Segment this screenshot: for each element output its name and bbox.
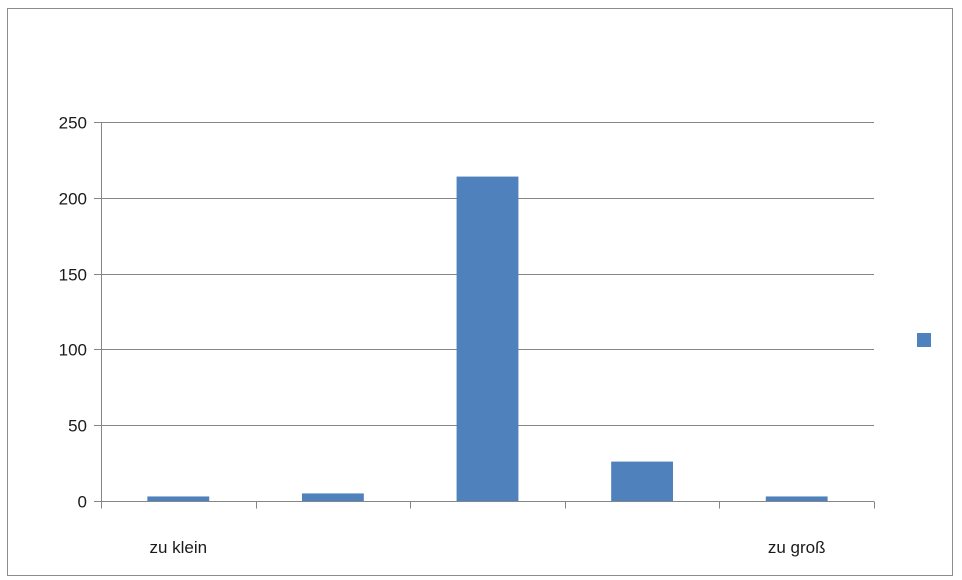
- bar-2: [456, 176, 519, 502]
- bar-4: [765, 496, 828, 501]
- legend-swatch: [917, 333, 931, 347]
- y-tick-label-0: 0: [78, 493, 87, 512]
- x-category-label-4: zu groß: [768, 538, 826, 557]
- y-tick-label-150: 150: [59, 266, 87, 285]
- bars: [147, 176, 828, 502]
- labels: 0 50 100 150 200 250 zu klein zu groß: [59, 114, 826, 558]
- axes: [94, 122, 875, 509]
- y-tick-label-50: 50: [68, 417, 87, 436]
- y-tick-label-100: 100: [59, 341, 87, 360]
- bar-0: [147, 496, 210, 501]
- x-category-label-0: zu klein: [149, 538, 207, 557]
- legend: [917, 333, 931, 347]
- y-tick-label-250: 250: [59, 114, 87, 133]
- bar-1: [301, 493, 364, 501]
- bar-3: [611, 461, 674, 501]
- y-tick-label-200: 200: [59, 190, 87, 209]
